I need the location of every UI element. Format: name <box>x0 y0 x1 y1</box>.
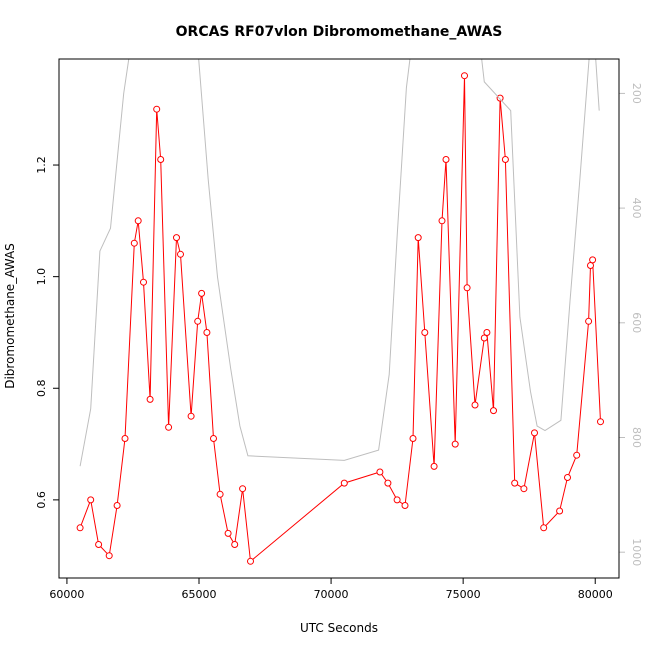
data-point <box>210 435 217 442</box>
y-tick-label: 0.8 <box>35 380 48 398</box>
series-layer <box>76 59 604 565</box>
data-point <box>105 552 113 560</box>
data-point <box>430 462 438 470</box>
data-point <box>134 217 142 225</box>
data-point <box>421 329 429 336</box>
data-point <box>490 407 497 415</box>
data-point <box>442 156 450 163</box>
y2-tick-label: 800 <box>630 427 643 448</box>
data-point <box>87 496 95 504</box>
y-axis-label: Dibromomethane_AWAS <box>3 243 17 389</box>
data-point <box>76 524 84 532</box>
data-point <box>121 435 129 442</box>
y2-tick-label: 600 <box>630 312 643 333</box>
data-point <box>520 485 528 493</box>
data-point <box>95 541 103 548</box>
x-tick-label: 70000 <box>314 588 349 601</box>
data-point <box>140 278 147 286</box>
data-point <box>409 435 417 442</box>
plot-frame <box>58 58 620 579</box>
data-point <box>177 250 184 258</box>
x-tick-label: 80000 <box>578 588 613 601</box>
data-point <box>393 496 401 504</box>
data-point <box>203 329 211 336</box>
data-point <box>194 317 202 325</box>
data-point <box>173 234 180 242</box>
data-point <box>540 524 548 532</box>
data-point <box>376 468 384 476</box>
y-tick-label: 1.2 <box>35 156 48 174</box>
axes-layer: 60000 65000 70000 75000 80000 0.6 0.8 1.0 1.2 200… <box>35 83 643 601</box>
y2-tick-label: 1000 <box>630 538 643 566</box>
data-point <box>239 485 247 493</box>
data-point <box>157 156 165 163</box>
data-point <box>564 474 571 481</box>
data-point <box>589 256 597 264</box>
data-point <box>384 479 392 487</box>
data-point <box>463 284 471 292</box>
data-point <box>153 105 161 113</box>
data-point <box>340 479 348 487</box>
data-point <box>483 329 491 336</box>
data-point <box>130 239 138 247</box>
x-tick-label: 60000 <box>49 588 84 601</box>
y2-tick-label: 200 <box>630 83 643 104</box>
data-point <box>216 490 224 498</box>
data-point <box>414 234 422 242</box>
data-point <box>496 94 504 102</box>
data-point <box>438 217 446 225</box>
data-point <box>597 418 604 426</box>
data-point <box>461 72 468 80</box>
data-point <box>531 429 538 437</box>
data-point <box>247 557 254 565</box>
x-tick-label: 75000 <box>446 588 481 601</box>
data-point <box>556 507 564 515</box>
y2-tick-label: 400 <box>630 198 643 219</box>
data-point <box>231 541 239 548</box>
y-tick-label: 0.6 <box>35 491 48 509</box>
x-tick-label: 65000 <box>182 588 217 601</box>
data-point <box>573 451 581 459</box>
data-point <box>198 289 206 297</box>
y-tick-label: 1.0 <box>35 268 48 286</box>
data-point <box>113 502 121 509</box>
data-point <box>501 156 509 163</box>
data-point <box>585 317 593 325</box>
data-point <box>471 401 479 409</box>
data-point <box>187 412 195 420</box>
data-point <box>511 479 519 487</box>
chart-title: ORCAS RF07vlon Dibromomethane_AWAS <box>176 24 503 40</box>
data-point <box>146 395 154 403</box>
data-point <box>451 440 459 448</box>
data-point <box>165 423 173 431</box>
data-point <box>401 502 409 509</box>
data-point <box>224 529 232 537</box>
secondary-series-line <box>79 59 600 467</box>
data-point <box>480 334 488 342</box>
x-axis-label: UTC Seconds <box>300 621 378 635</box>
